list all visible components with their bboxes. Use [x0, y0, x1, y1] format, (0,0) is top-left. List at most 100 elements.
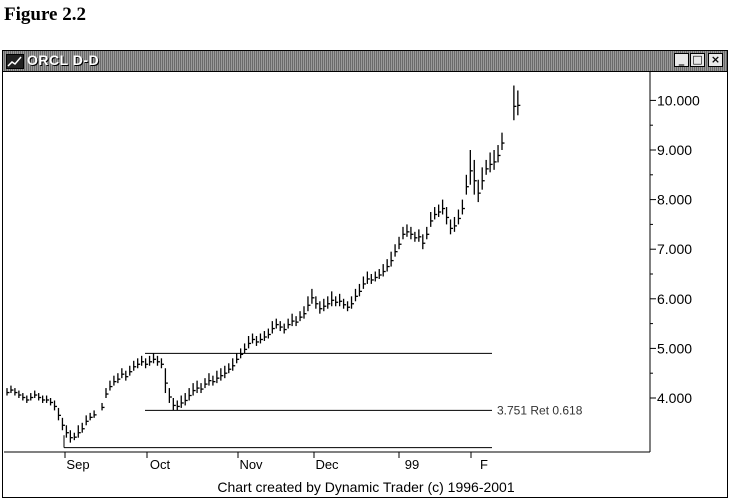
- price-bar: [335, 296, 339, 307]
- price-bar: [93, 410, 97, 418]
- price-bar: [81, 422, 85, 433]
- price-bars: [6, 85, 521, 443]
- price-bar: [160, 358, 164, 369]
- chart-window: ORCL D-D _ □ ×: [2, 50, 728, 498]
- x-tick-label: 99: [405, 457, 419, 472]
- price-bar: [390, 251, 394, 267]
- y-tick-label: 10.000: [657, 92, 700, 108]
- retracement-label: 3.751 Ret 0.618: [497, 403, 583, 417]
- price-bar: [473, 159, 477, 195]
- price-bar: [461, 199, 465, 215]
- price-bar: [338, 293, 343, 307]
- price-bar: [85, 415, 89, 426]
- x-axis-ticks: Sep Oct Nov Dec 99 F: [64, 452, 488, 472]
- price-bar: [224, 365, 228, 379]
- price-bar: [243, 343, 248, 354]
- price-bar: [263, 331, 267, 341]
- price-bar: [374, 271, 378, 282]
- price-bar: [6, 388, 10, 396]
- price-bar: [354, 288, 358, 302]
- price-bar: [323, 298, 327, 312]
- maximize-button[interactable]: □: [690, 53, 705, 67]
- y-axis-ticks: 4.000 5.000 6.000 7.000 8.000 9.000 10.000: [650, 92, 700, 406]
- price-bar: [457, 209, 461, 225]
- price-bar: [437, 204, 442, 217]
- price-bar: [477, 179, 481, 203]
- price-bar: [453, 216, 457, 232]
- price-bar: [247, 336, 252, 349]
- price-bar: [501, 132, 505, 150]
- x-tick-label: Oct: [150, 457, 171, 472]
- close-button[interactable]: ×: [708, 53, 723, 67]
- price-bar: [331, 291, 335, 307]
- price-bar: [236, 353, 240, 364]
- price-bar: [465, 174, 469, 195]
- price-bar: [418, 229, 422, 242]
- price-bar: [129, 365, 133, 376]
- price-bar: [156, 355, 160, 366]
- price-bar: [239, 348, 244, 359]
- minimize-button[interactable]: _: [674, 53, 689, 67]
- price-bar: [513, 85, 517, 121]
- price-bar: [61, 417, 65, 431]
- price-bar: [216, 370, 220, 384]
- price-bar: [267, 328, 271, 339]
- price-bar: [386, 259, 390, 272]
- x-tick-label: F: [480, 457, 488, 472]
- price-bar: [485, 159, 489, 175]
- price-bar: [422, 234, 426, 250]
- chart-app-icon[interactable]: [6, 54, 24, 69]
- price-bar: [220, 368, 224, 381]
- price-bar: [398, 236, 402, 250]
- price-bar: [251, 333, 256, 344]
- price-bar: [362, 276, 366, 289]
- price-bar: [279, 321, 283, 332]
- x-tick-label: Nov: [239, 457, 263, 472]
- price-bar: [121, 368, 125, 379]
- price-bar: [65, 425, 69, 438]
- price-bar: [89, 412, 93, 421]
- price-bar: [14, 388, 18, 396]
- price-bar: [430, 212, 434, 227]
- price-bar: [410, 226, 414, 240]
- price-bar: [10, 385, 14, 394]
- price-bar: [38, 393, 42, 401]
- price-bar: [152, 353, 157, 364]
- price-bar: [517, 90, 521, 116]
- price-bar: [204, 378, 208, 389]
- price-bar: [101, 402, 105, 411]
- price-bar: [212, 375, 216, 386]
- chart-credit: Chart created by Dynamic Trader (c) 1996…: [217, 479, 515, 495]
- price-bar: [441, 199, 446, 215]
- price-bar: [303, 306, 307, 319]
- price-bar: [176, 400, 180, 411]
- price-bar: [394, 244, 398, 257]
- price-bar: [77, 425, 81, 438]
- window-titlebar[interactable]: ORCL D-D _ □ ×: [3, 51, 727, 72]
- price-bar: [168, 388, 172, 403]
- price-bar: [148, 355, 153, 366]
- price-bar: [358, 283, 362, 297]
- plot-area: [4, 72, 651, 453]
- price-bar: [208, 373, 212, 386]
- price-bar: [53, 400, 58, 411]
- price-bar: [113, 375, 117, 386]
- price-bar: [188, 388, 192, 401]
- price-bar: [319, 301, 323, 314]
- price-bar: [307, 296, 311, 312]
- price-bar: [327, 296, 331, 309]
- price-bar: [117, 373, 121, 384]
- price-bar: [414, 231, 418, 242]
- price-bar: [180, 395, 184, 408]
- price-bar: [259, 333, 263, 344]
- price-bar: [105, 388, 109, 398]
- price-bar: [140, 355, 145, 366]
- y-tick-label: 8.000: [657, 192, 692, 208]
- price-bar: [125, 370, 129, 381]
- price-bar: [232, 358, 236, 371]
- price-bar: [402, 226, 406, 240]
- price-bar: [34, 390, 38, 398]
- price-bar: [45, 395, 50, 403]
- price-bar: [184, 393, 188, 406]
- y-tick-label: 6.000: [657, 291, 692, 307]
